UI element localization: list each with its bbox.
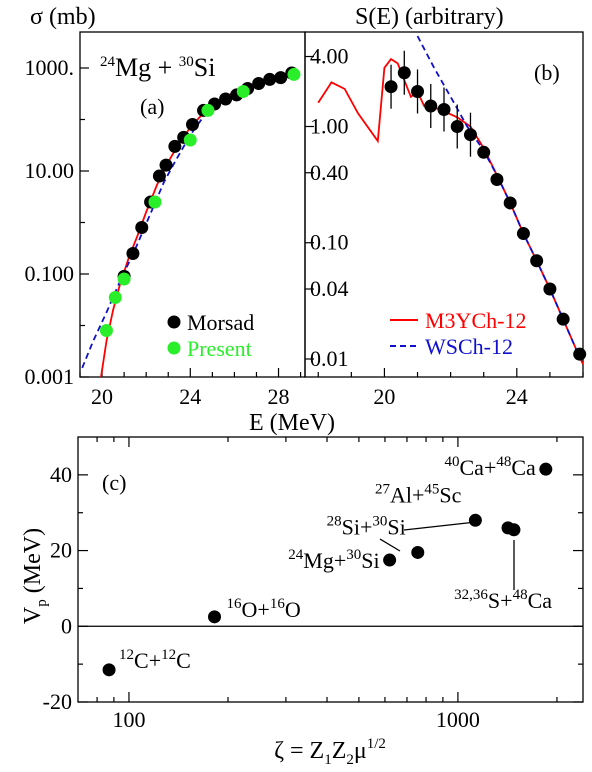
panel-a-point-morsad [168,139,182,153]
panel-c-ylabel: Vp (MeV) [20,528,50,624]
panel-c-point [208,610,222,624]
panel-a-ytick-label: 1000. [25,55,75,80]
panel-a-xtick-label: 24 [179,384,201,409]
panel-c-point-label: 32,36S+48Ca [454,587,552,613]
reaction-title: 24Mg + 30Si [100,53,215,82]
panel-b-frame [304,31,584,378]
panel-c-point-label: 40Ca+48Ca [444,454,536,480]
panel-b-point [556,312,570,326]
panel-a-legend-label: Present [187,336,252,361]
panel-b-point [450,119,464,133]
panel-a-ytick-label: 10.00 [25,158,75,183]
panel-b-legend-label: M3YCh-12 [425,308,526,333]
panel-b-legend-label: WSCh-12 [425,334,513,359]
panel-b-point [424,99,438,113]
panel-c-leader-si [379,538,401,552]
panel-a-ylabel: σ (mb) [30,4,96,30]
panel-c-point [539,462,553,476]
panel-c-point-label: 16O+16O [227,596,301,622]
panel-a-curve-wsch-12 [81,109,209,369]
panel-a-legend-marker [167,341,181,355]
panel-c-xtick-label: 1000 [436,707,480,732]
panel-b-ytick-label: 0.40 [310,160,349,185]
panel-a-point-present [201,103,215,117]
panel-a-legend-label: Morsad [187,310,254,335]
panel-c-ytick-label: 40 [50,462,72,487]
panel-c-point-label: 28Si+30Si [327,513,406,539]
panel-b-point [411,85,425,99]
panel-b-point [490,172,504,186]
panel-a-point-morsad [126,247,140,261]
panel-c-point [102,663,116,677]
panel-c-point [383,553,397,567]
panel-a-point-present [287,67,301,81]
panel-a-point-morsad [263,72,277,86]
panel-a-point-present [108,290,122,304]
panel-c-xlabel: ζ = Z1Z2μ1/2 [274,736,386,768]
panel-c-point-label: 12C+12C [119,647,191,673]
panel-a: σ (mb) (a) 24Mg + 30Si 20 24 28 1000. 10.00 0… [25,4,306,409]
panel-a-xtick-label: 20 [91,384,113,409]
panel-a-point-morsad [152,169,166,183]
panel-a-point-morsad [159,158,173,172]
panel-c-frame [77,436,584,703]
panel-a-xtick-label: 28 [268,384,290,409]
panel-c-ytick-label: 20 [50,538,72,563]
panel-c-tag: (c) [102,470,126,495]
panel-a-point-present [236,84,250,98]
panel-a-point-morsad [186,117,199,131]
panel-a-point-morsad [274,71,288,85]
panel-b: S(E) (arbitrary) (b) 20 24 4.00 1.00 0.40 0.1… [304,4,587,409]
panel-a-point-morsad [219,92,233,106]
panel-b-point [543,282,557,296]
panel-a-point-present [117,272,131,286]
panel-b-point [573,347,587,361]
panel-a-point-morsad [252,77,266,91]
panel-b-point [530,254,544,268]
panel-b-ylabel: S(E) (arbitrary) [355,4,504,30]
panel-b-point [477,145,491,159]
panel-b-point [397,66,411,80]
panel-c-ytick-label: -20 [43,689,72,714]
panel-b-point [516,227,530,241]
panel-a-point-present [183,133,197,147]
panel-a-point-present [148,195,162,209]
panel-c-point-label: 24Mg+30Si [288,547,379,573]
panel-b-xtick-label: 20 [373,384,395,409]
panel-b-tag: (b) [534,60,560,85]
panel-b-ytick-label: 0.10 [310,230,349,255]
energy-xlabel: E (MeV) [249,410,335,436]
panel-c-leader-al [403,521,477,531]
panel-b-ytick-label: 0.01 [310,346,349,371]
panel-c-xtick-label: 100 [112,707,145,732]
panel-b-ytick-label: 4.00 [310,44,349,69]
panel-c-point-label: 27Al+45Sc [375,481,462,507]
panel-b-xtick-label: 24 [506,384,528,409]
panel-c: (c) Vp (MeV) ζ = Z1Z2μ1/2 100 1000 40 20 0 -2… [20,436,584,768]
panel-b-point [437,103,451,117]
panel-c-point [468,513,482,527]
panel-c-ytick-label: 0 [61,613,72,638]
panel-a-ytick-label: 0.001 [25,364,75,389]
panel-c-point [507,523,521,537]
panel-a-legend-marker [167,315,181,329]
panel-b-ytick-label: 0.04 [310,276,349,301]
panel-c-point [411,545,425,559]
panel-a-ytick-label: 0.100 [25,261,75,286]
panel-b-ytick-label: 1.00 [310,113,349,138]
panel-a-tag: (a) [140,94,164,119]
panel-a-point-present [99,323,113,337]
panel-b-point [463,128,477,142]
panel-b-point [503,196,517,210]
panel-a-point-morsad [135,220,149,234]
panel-b-point [384,80,398,94]
